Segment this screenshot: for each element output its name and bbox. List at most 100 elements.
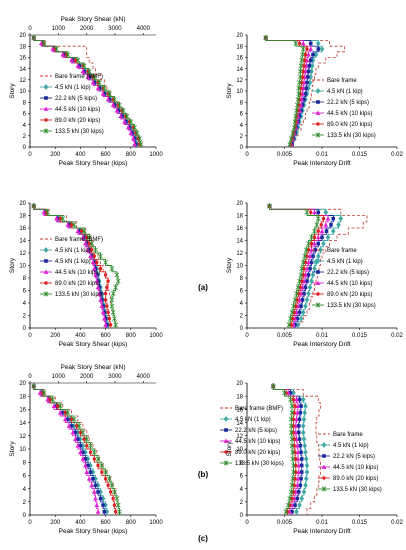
data-point	[291, 469, 296, 475]
data-point	[83, 241, 88, 246]
data-point	[98, 253, 103, 259]
legend-marker	[322, 476, 326, 480]
legend-marker	[316, 270, 320, 274]
y-tick-label: 18	[19, 44, 26, 50]
data-point	[294, 108, 299, 114]
legend-entry: 4.5 kN (1 kip)	[235, 417, 271, 423]
data-point	[83, 463, 88, 468]
series-k10	[31, 383, 101, 515]
legend-marker	[315, 132, 321, 138]
data-point	[75, 228, 81, 234]
x-tick-label: 0	[245, 152, 249, 158]
y-tick-label: 2	[23, 134, 27, 140]
data-point	[92, 254, 96, 258]
x-tick-label: 0.005	[277, 520, 293, 526]
series-k20	[271, 383, 298, 515]
data-point	[325, 216, 331, 221]
data-point	[85, 74, 91, 79]
x-tick-label: 0	[28, 333, 32, 339]
data-point	[71, 222, 77, 228]
x2-tick-label: 2000	[80, 374, 94, 380]
x-tick-label: 600	[101, 520, 112, 526]
data-point	[299, 470, 304, 474]
data-point	[110, 309, 116, 315]
data-point	[291, 463, 296, 468]
x-tick-label: 800	[126, 152, 137, 158]
data-point	[93, 483, 98, 488]
data-point	[291, 124, 297, 130]
x-tick-label: 0	[245, 520, 249, 526]
y-tick-label: 4	[240, 123, 244, 129]
data-point	[294, 397, 299, 402]
data-point	[287, 141, 293, 147]
data-point	[95, 456, 101, 462]
data-point	[308, 46, 314, 51]
data-point	[99, 463, 105, 468]
data-point	[90, 248, 94, 252]
legend-marker	[43, 246, 49, 254]
legend-entry: 44.5 kN (10 kips)	[55, 107, 100, 113]
y-tick-label: 10	[236, 89, 243, 95]
legend-marker	[223, 415, 229, 423]
data-point	[69, 424, 74, 428]
legend-entry: 44.5 kN (10 kips)	[327, 281, 372, 287]
data-point	[96, 463, 100, 468]
data-point	[315, 40, 321, 47]
data-point	[73, 430, 78, 435]
data-point	[291, 397, 296, 402]
legend-entry: Bare frame (BMF)	[55, 74, 103, 80]
data-point	[296, 463, 302, 468]
legend-entry: Bare frame	[327, 78, 357, 84]
x-tick-label: 600	[101, 333, 112, 339]
y-tick-label: 2	[23, 500, 27, 506]
data-point	[103, 322, 108, 327]
x-tick-label: 1000	[149, 520, 163, 526]
data-point	[56, 404, 60, 408]
data-point	[299, 404, 303, 408]
x2-tick-label: 4000	[137, 374, 151, 380]
data-point	[120, 108, 126, 114]
data-point	[312, 265, 317, 272]
data-point	[102, 509, 107, 514]
legend-entry: 44.5 kN (10 kips)	[333, 465, 378, 471]
data-point	[306, 241, 311, 247]
series-line	[272, 383, 303, 515]
data-point	[338, 215, 344, 222]
data-point	[288, 416, 294, 422]
data-point	[100, 309, 106, 315]
data-point	[288, 423, 294, 429]
data-point	[305, 279, 309, 283]
y-tick-label: 8	[240, 100, 244, 106]
data-point	[319, 228, 325, 234]
x-tick-label: 0.015	[352, 152, 368, 158]
x-tick-label: 0.01	[316, 520, 328, 526]
x-tick-label: 200	[50, 152, 61, 158]
y-tick-label: 20	[236, 381, 243, 387]
data-point	[304, 86, 309, 90]
data-point	[81, 63, 87, 69]
data-point	[60, 410, 65, 415]
data-point	[128, 119, 134, 125]
data-point	[118, 113, 124, 119]
data-point	[293, 113, 299, 119]
data-point	[318, 246, 323, 253]
y-tick-label: 0	[23, 326, 27, 332]
y-tick-label: 0	[23, 145, 27, 151]
legend-marker	[315, 280, 321, 285]
data-point	[309, 234, 314, 240]
legend-marker	[316, 122, 320, 126]
data-point	[88, 450, 93, 454]
y-tick-label: 8	[240, 460, 244, 466]
y-axis-title: Story	[9, 83, 16, 99]
legend-marker	[316, 292, 320, 296]
data-point	[300, 40, 306, 46]
data-point	[294, 416, 299, 422]
data-point	[303, 58, 307, 62]
data-point	[295, 496, 300, 501]
data-point	[312, 235, 317, 240]
y-tick-label: 8	[23, 460, 27, 466]
data-point	[290, 456, 296, 462]
data-point	[103, 469, 108, 475]
legend-marker	[44, 118, 48, 122]
